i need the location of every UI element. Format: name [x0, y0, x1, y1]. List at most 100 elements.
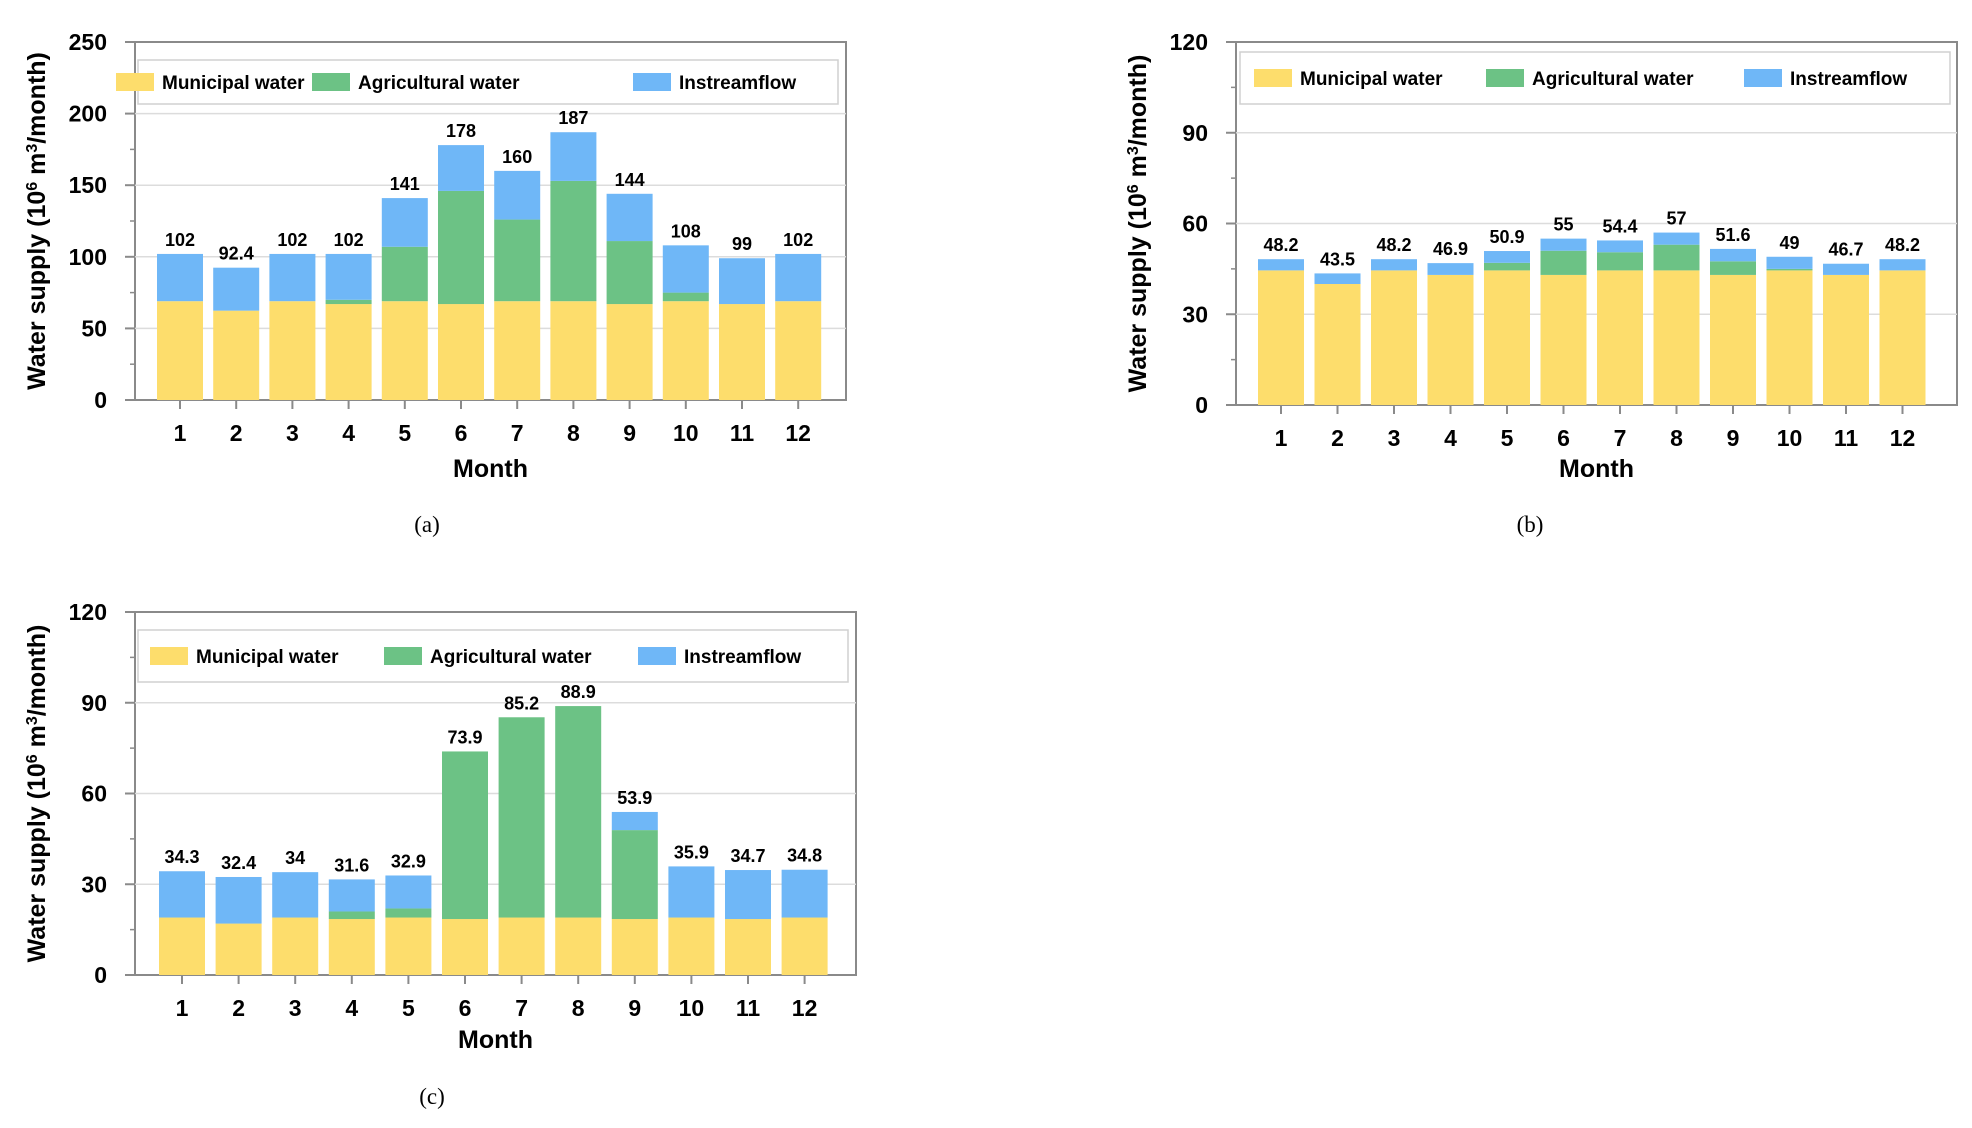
bar-segment-municipal — [272, 917, 319, 975]
bar-segment-municipal — [438, 304, 484, 400]
bar-segment-instreamflow — [719, 258, 765, 305]
bar-segment-municipal — [550, 301, 597, 400]
bar-segment-agricultural — [662, 292, 709, 302]
legend-label-agricultural: Agricultural water — [430, 647, 592, 668]
x-tick-label: 6 — [455, 420, 468, 446]
y-axis-label: Water supply (106 m3/month) — [1124, 55, 1152, 393]
x-tick-label: 6 — [459, 995, 472, 1021]
bar-segment-instreamflow — [385, 875, 432, 909]
legend-label-agricultural: Agricultural water — [1532, 69, 1694, 90]
bar-total-label: 178 — [446, 121, 476, 141]
x-tick-label: 3 — [289, 995, 302, 1021]
chart-1: 0 50 100 150 200 250 102 1 92.4 2 102 3 102 4 141 5 178 6… — [23, 29, 847, 537]
bar-segment-instreamflow — [213, 267, 260, 311]
bar-segment-agricultural — [1653, 244, 1700, 271]
bar-segment-municipal — [159, 917, 205, 975]
bar-segment-agricultural — [494, 219, 541, 302]
bar-total-label: 144 — [615, 170, 645, 190]
bar-total-label: 49 — [1779, 233, 1799, 253]
bar-segment-agricultural — [1710, 261, 1756, 275]
bar-total-label: 51.6 — [1715, 225, 1750, 245]
bar-segment-municipal — [725, 919, 771, 975]
bar-segment-municipal — [781, 917, 828, 975]
bar-segment-municipal — [555, 917, 602, 975]
x-tick-label: 3 — [1388, 425, 1401, 451]
legend-swatch-agricultural — [312, 73, 350, 91]
bar-segment-agricultural — [1540, 250, 1587, 275]
y-axis-label-superscript: 3 — [24, 716, 41, 725]
bar-segment-instreamflow — [494, 170, 541, 220]
y-axis-label-part: /month) — [23, 52, 51, 144]
x-tick-label: 7 — [1614, 425, 1627, 451]
x-tick-label: 9 — [628, 995, 641, 1021]
bar-segment-instreamflow — [1823, 263, 1869, 275]
x-tick-label: 1 — [176, 995, 189, 1021]
bar-total-label: 187 — [558, 108, 588, 128]
x-tick-label: 5 — [398, 420, 411, 446]
bar-segment-instreamflow — [1653, 232, 1700, 245]
legend-swatch-municipal — [116, 73, 154, 91]
x-tick-label: 12 — [792, 995, 818, 1021]
y-axis-label-superscript: 3 — [24, 144, 41, 153]
bar-segment-municipal — [719, 304, 765, 400]
bar-segment-instreamflow — [269, 253, 316, 302]
bar-total-label: 108 — [671, 221, 701, 241]
bar-segment-instreamflow — [606, 193, 653, 242]
bar-segment-municipal — [668, 917, 715, 975]
x-tick-label: 3 — [286, 420, 299, 446]
bar-total-label: 57 — [1666, 209, 1686, 229]
bar-segment-instreamflow — [381, 198, 428, 247]
chart-3: 030609012034.3132.4234331.6432.9573.9685… — [23, 599, 857, 1109]
bar-segment-municipal — [1766, 270, 1813, 405]
bar-total-label: 102 — [334, 230, 364, 250]
y-tick-label: 0 — [94, 962, 107, 988]
x-tick-label: 1 — [174, 420, 187, 446]
bar-total-label: 141 — [390, 174, 420, 194]
bar-segment-instreamflow — [550, 132, 597, 181]
bar-segment-municipal — [385, 917, 432, 975]
bar-total-label: 48.2 — [1376, 235, 1411, 255]
bar-total-label: 160 — [502, 147, 532, 167]
bar-segment-municipal — [328, 919, 375, 975]
y-tick-label: 200 — [69, 101, 107, 127]
x-tick-label: 8 — [572, 995, 585, 1021]
bar-segment-agricultural — [611, 830, 658, 920]
bar-segment-agricultural — [606, 241, 653, 305]
x-tick-label: 2 — [230, 420, 243, 446]
figure-caption: (a) — [414, 512, 440, 537]
x-tick-label: 10 — [679, 995, 705, 1021]
bar-total-label: 34.8 — [787, 846, 822, 866]
y-tick-label: 60 — [1182, 211, 1208, 237]
bar-total-label: 53.9 — [617, 788, 652, 808]
bar-segment-municipal — [269, 301, 316, 400]
legend-swatch-instreamflow — [633, 73, 671, 91]
bar-segment-instreamflow — [781, 869, 828, 918]
bar-segment-municipal — [611, 919, 658, 975]
x-tick-label: 7 — [511, 420, 524, 446]
bar-segment-instreamflow — [1314, 273, 1361, 284]
figure-caption: (c) — [419, 1084, 445, 1109]
x-tick-label: 2 — [1331, 425, 1344, 451]
bar-segment-instreamflow — [662, 245, 709, 293]
y-tick-label: 120 — [1170, 29, 1208, 55]
bar-total-label: 34.3 — [164, 847, 199, 867]
x-tick-label: 12 — [1890, 425, 1916, 451]
y-tick-label: 90 — [1182, 120, 1208, 146]
x-axis-label: Month — [453, 455, 528, 483]
x-axis-label: Month — [1559, 455, 1634, 483]
bar-total-label: 54.4 — [1602, 216, 1637, 236]
bar-segment-municipal — [213, 310, 260, 400]
bar-segment-instreamflow — [328, 879, 375, 912]
bar-total-label: 31.6 — [334, 855, 369, 875]
bar-segment-municipal — [1710, 274, 1756, 405]
y-axis-label-part: /month) — [1124, 55, 1152, 147]
y-tick-label: 150 — [69, 172, 107, 198]
bar-segment-municipal — [157, 301, 203, 400]
x-tick-label: 10 — [673, 420, 699, 446]
y-tick-label: 50 — [81, 315, 107, 341]
x-tick-label: 11 — [736, 995, 761, 1021]
y-tick-label: 30 — [1182, 301, 1208, 327]
legend-swatch-instreamflow — [1744, 69, 1782, 87]
legend-label-instreamflow: Instreamflow — [679, 73, 796, 94]
